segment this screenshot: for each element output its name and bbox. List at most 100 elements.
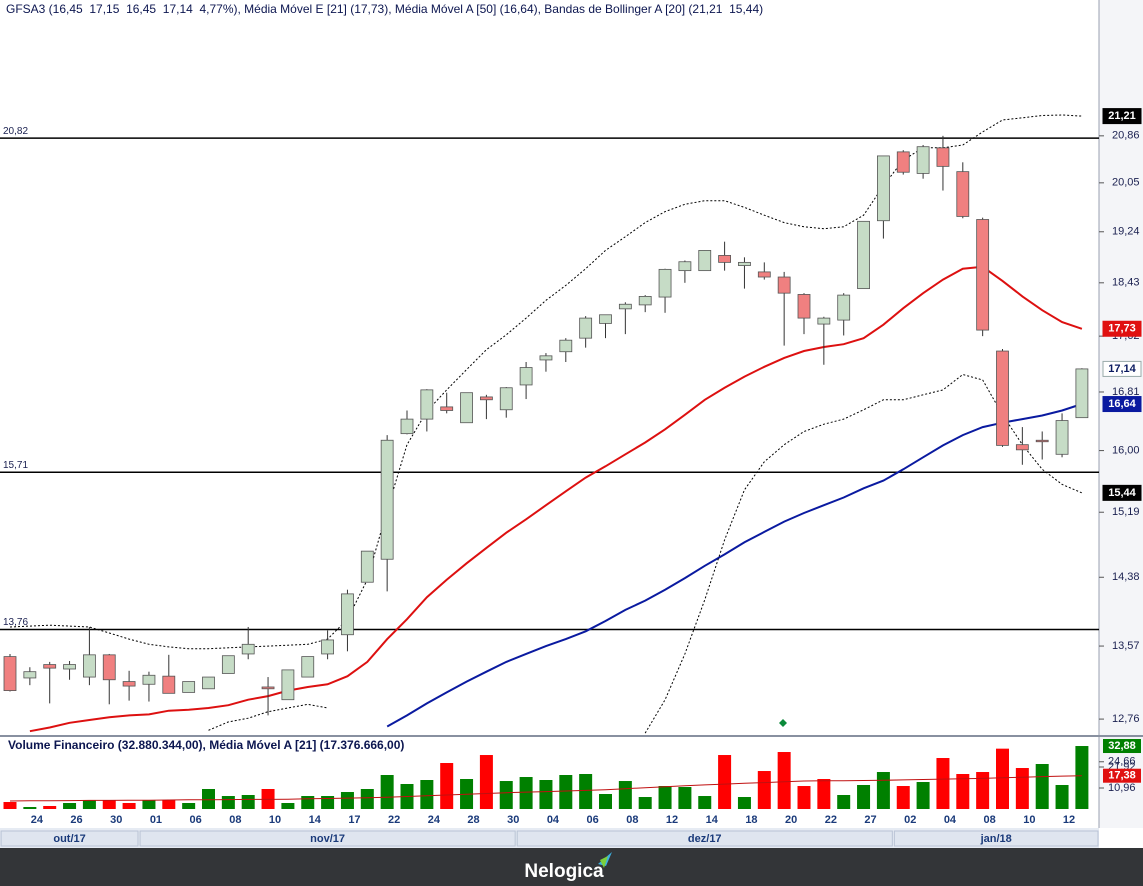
x-tick-label: 08 — [626, 814, 638, 826]
month-label: nov/17 — [310, 833, 345, 845]
volume-tag-label: 17,38 — [1108, 770, 1136, 782]
price-tag-label: 17,14 — [1108, 363, 1136, 375]
candle-body — [1015, 444, 1029, 451]
volume-bar — [221, 796, 235, 809]
bollinger-band — [208, 703, 328, 731]
price-tag-label: 16,64 — [1108, 398, 1136, 410]
x-tick-label: 24 — [31, 814, 44, 826]
candle-body — [1075, 368, 1089, 419]
y-tick-label: 18,43 — [1112, 277, 1140, 289]
price-tag-label: 17,73 — [1108, 323, 1136, 335]
volume-bar — [579, 774, 593, 809]
volume-bar — [182, 803, 196, 809]
candle-body — [380, 439, 394, 560]
volume-bar — [678, 787, 692, 809]
candle-body — [678, 261, 692, 272]
candle-body — [460, 392, 473, 424]
candle-body — [420, 389, 434, 420]
x-tick-label: 08 — [984, 814, 996, 826]
moving-average — [29, 265, 1083, 733]
month-label: out/17 — [53, 833, 85, 845]
volume-tag — [1103, 739, 1141, 754]
volume-bar — [380, 775, 394, 809]
x-tick-label: 14 — [706, 814, 719, 826]
volume-bar — [1035, 764, 1049, 809]
volume-legend: Volume Financeiro (32.880.344,00), Média… — [8, 738, 404, 752]
volume-bar — [618, 781, 632, 809]
volume-bar — [916, 782, 930, 809]
candle-body — [797, 294, 811, 319]
candle-body — [579, 317, 593, 339]
month-cell — [516, 830, 893, 847]
candle-body — [956, 171, 970, 217]
x-tick-label: 24 — [428, 814, 441, 826]
candle-body — [916, 146, 930, 174]
volume-bar — [817, 779, 831, 809]
bollinger-band — [644, 373, 1083, 734]
candle-body — [440, 406, 454, 411]
volume-bar — [499, 781, 513, 809]
y-tick-label: 19,24 — [1112, 226, 1140, 238]
y-tick-label: 15,19 — [1112, 506, 1140, 518]
volume-bar — [876, 772, 890, 809]
volume-bar — [1055, 784, 1069, 809]
volume-bar — [142, 799, 156, 809]
volume-bar — [1015, 768, 1029, 809]
x-tick-label: 30 — [507, 814, 519, 826]
price-pane: 20,82 15,71 13,76 — [0, 114, 1099, 734]
volume-bar — [23, 807, 37, 809]
candle-body — [221, 655, 235, 674]
month-cell — [893, 830, 1099, 847]
volume-bar — [82, 799, 96, 809]
candle-body — [162, 675, 176, 694]
volume-tag-label: 32,88 — [1108, 740, 1136, 752]
candle-body — [936, 147, 950, 167]
volume-bar — [241, 794, 255, 809]
candle-body — [341, 593, 354, 636]
volume-bar — [63, 803, 77, 809]
volume-bar — [102, 799, 116, 809]
x-tick-label: 14 — [309, 814, 322, 826]
x-tick-label: 10 — [1023, 814, 1035, 826]
y-tick-label: 20,86 — [1112, 130, 1140, 142]
volume-bar — [976, 772, 990, 809]
x-tick-label: 30 — [110, 814, 122, 826]
x-tick-label: 02 — [904, 814, 916, 826]
price-tag — [1102, 360, 1142, 377]
volume-bar — [718, 755, 732, 809]
candle-body — [241, 643, 255, 655]
x-tick-label: 06 — [587, 814, 599, 826]
price-tag-label: 21,21 — [1108, 110, 1136, 122]
candle-body — [817, 317, 831, 325]
x-tick-label: 08 — [229, 814, 241, 826]
candle-body — [142, 674, 156, 685]
chart-legend: GFSA3 (16,45 17,15 16,45 17,14 4,77%), M… — [6, 2, 763, 16]
candle-body — [738, 261, 751, 266]
volume-bar — [301, 796, 315, 809]
volume-bar — [519, 777, 533, 809]
footer-bar — [0, 848, 1143, 886]
candle-body — [757, 271, 771, 278]
price-level-label: 13,76 — [3, 617, 28, 628]
candle-body — [499, 387, 513, 411]
brand-logo-part — [600, 856, 608, 868]
x-tick-label: 12 — [666, 814, 678, 826]
price-tag — [1102, 484, 1142, 501]
footer-brand: Nelogica — [524, 861, 604, 882]
candle-body — [63, 664, 76, 670]
volume-tag — [1103, 768, 1141, 783]
volume-bar — [698, 796, 712, 809]
candle-body — [877, 155, 890, 222]
candle-body — [857, 220, 870, 290]
price-tag — [1102, 108, 1142, 125]
volume-bar — [896, 786, 910, 809]
candle-body — [83, 654, 96, 678]
candle-body — [539, 355, 553, 361]
price-tag — [1102, 320, 1142, 337]
volume-bar — [440, 763, 454, 809]
candle-body — [519, 367, 533, 386]
candle-body — [996, 350, 1009, 446]
x-tick-label: 22 — [825, 814, 837, 826]
price-tag — [1102, 396, 1142, 413]
